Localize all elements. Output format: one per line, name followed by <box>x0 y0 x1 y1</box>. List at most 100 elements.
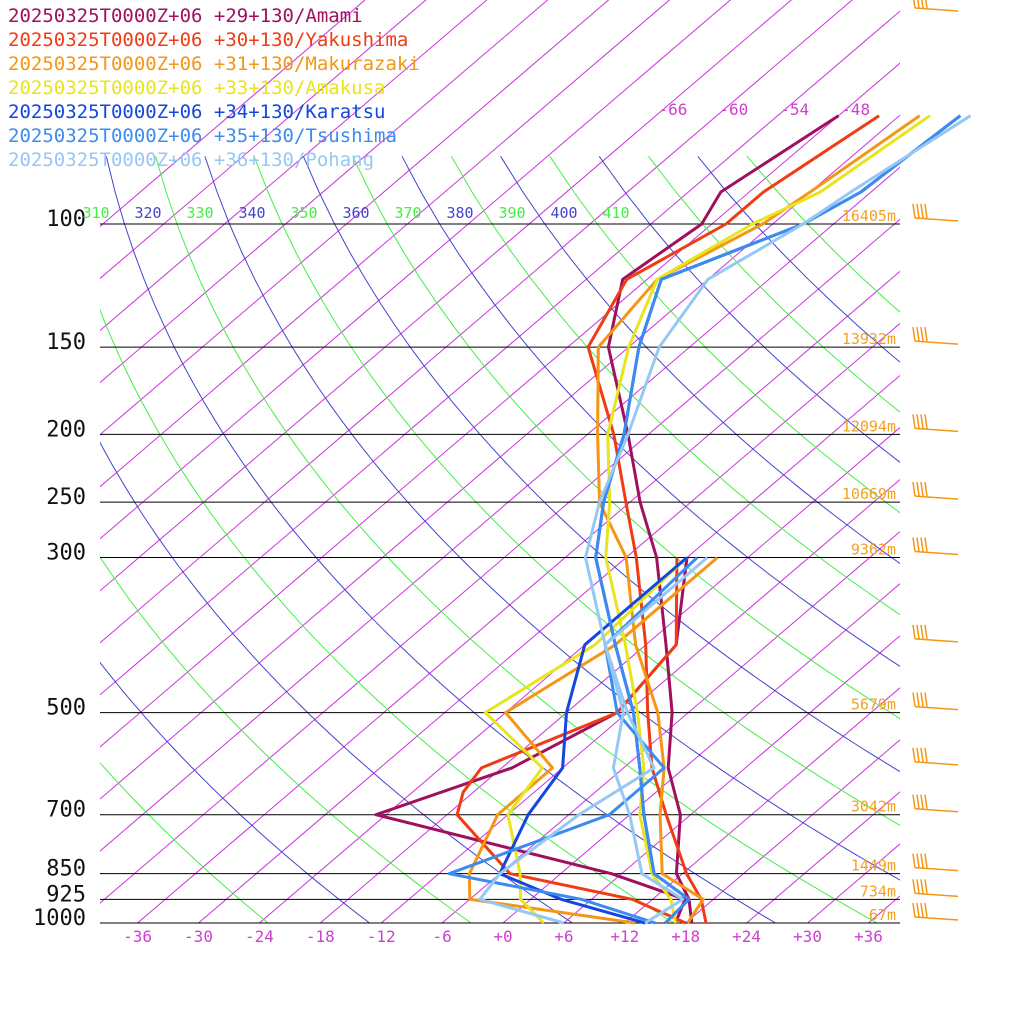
theta-label: 360 <box>342 204 369 222</box>
height-label: 12094m <box>842 417 896 435</box>
dry-adiabat-line <box>100 762 269 923</box>
legend-entry: 20250325T0000Z+06 +31+130/Makurazaki <box>8 53 420 75</box>
isotherm-line <box>100 0 610 436</box>
isotherm-line <box>502 583 900 923</box>
wind-barb <box>912 537 959 556</box>
wind-barb <box>912 624 959 643</box>
wind-barb <box>912 203 959 222</box>
isotherm-line <box>624 687 900 923</box>
temperature-trace <box>604 114 931 924</box>
legend-entry: 20250325T0000Z+06 +36+130/Pohang <box>8 149 375 171</box>
temperature-trace <box>584 114 972 925</box>
dry-adiabat-line <box>100 308 675 923</box>
wind-barb <box>912 794 959 813</box>
isotherm-top-label: -60 <box>719 100 748 119</box>
dry-adiabat-line <box>450 156 900 616</box>
dry-adiabat-line <box>155 156 878 923</box>
pressure-label: 850 <box>46 857 86 882</box>
wind-barb <box>913 0 959 12</box>
pressure-label: 500 <box>46 696 86 721</box>
dry-adiabat-line <box>352 156 900 720</box>
isotherm-line <box>100 0 427 280</box>
height-label: 10669m <box>842 485 896 503</box>
height-label: 3042m <box>851 798 896 816</box>
legend: 20250325T0000Z+06 +29+130/Amami 20250325… <box>8 4 420 172</box>
height-label: 16405m <box>842 207 896 225</box>
theta-label: 330 <box>186 204 213 222</box>
theta-label: 380 <box>446 204 473 222</box>
x-tick-label: +6 <box>554 927 573 946</box>
temperature-trace <box>594 114 962 925</box>
isotherm-line <box>100 114 900 800</box>
isotherm-line <box>137 270 900 923</box>
x-tick-label: +24 <box>732 927 761 946</box>
x-tick-label: -24 <box>245 927 274 946</box>
isotherm-line <box>100 218 900 904</box>
dry-adiabat-line <box>500 156 900 565</box>
wind-barb <box>912 853 959 872</box>
isotherm-line <box>685 739 900 923</box>
theta-label: 340 <box>238 204 265 222</box>
pressure-label: 100 <box>46 207 86 232</box>
isotherm-line <box>100 0 366 228</box>
x-tick-label: -6 <box>432 927 451 946</box>
pressure-label: 250 <box>46 485 86 510</box>
dry-adiabat-line <box>253 156 900 827</box>
isotherm-line <box>100 0 488 332</box>
pressure-label: 150 <box>46 330 86 355</box>
pressure-label: 700 <box>46 798 86 823</box>
isotherm-line <box>100 0 671 488</box>
x-tick-label: -12 <box>367 927 396 946</box>
theta-label: 320 <box>134 204 161 222</box>
dry-adiabat-line <box>549 156 900 514</box>
isotherm-top-label: -54 <box>780 100 809 119</box>
theta-label: 390 <box>498 204 525 222</box>
wind-barb <box>912 692 959 711</box>
dry-adiabat-line <box>401 156 900 667</box>
theta-label: 400 <box>550 204 577 222</box>
wind-barbs <box>912 0 959 921</box>
temperature-trace <box>606 114 840 924</box>
axis-labels: 100 16405m 150 13932m 200 12094m 250 10669m 300 9… <box>33 100 896 946</box>
sounding-traces <box>374 114 972 925</box>
isotherm-line <box>259 374 900 923</box>
height-label: 67m <box>869 906 896 924</box>
theta-label: 350 <box>290 204 317 222</box>
wind-barb <box>912 414 959 433</box>
isotherm-line <box>807 843 900 923</box>
wind-barb <box>912 747 959 766</box>
dry-adiabat-line <box>100 441 573 923</box>
dry-adiabat-line <box>302 156 900 773</box>
wind-barb <box>912 326 959 345</box>
isotherm-top-label: -66 <box>658 100 687 119</box>
isotherm-line <box>929 0 1024 923</box>
legend-entry: 20250325T0000Z+06 +29+130/Amami <box>8 5 363 27</box>
dry-adiabat-grid <box>100 155 900 923</box>
legend-entry: 20250325T0000Z+06 +33+130/Amakusa <box>8 77 386 99</box>
isotherm-line <box>100 0 792 592</box>
pressure-label: 1000 <box>33 906 86 931</box>
pressure-label: 200 <box>46 417 86 442</box>
temperature-trace <box>594 114 962 925</box>
isotherm-line <box>100 0 853 644</box>
dewpoint-trace <box>455 557 687 925</box>
dry-adiabat-line <box>100 661 370 923</box>
dry-adiabat-line <box>204 156 900 881</box>
isotherm-line <box>100 62 900 748</box>
x-tick-label: +18 <box>671 927 700 946</box>
theta-label: 370 <box>394 204 421 222</box>
height-label: 734m <box>860 882 896 900</box>
dry-adiabat-line <box>105 156 776 923</box>
dry-adiabat-line <box>100 556 472 923</box>
x-tick-label: +30 <box>793 927 822 946</box>
legend-entry: 20250325T0000Z+06 +34+130/Karatsu <box>8 101 386 123</box>
dewpoint-trace <box>478 556 709 925</box>
isotherm-line <box>100 0 549 384</box>
dewpoint-trace <box>498 556 688 925</box>
isotherm-line <box>100 166 900 852</box>
x-tick-label: +0 <box>493 927 512 946</box>
x-tick-label: -18 <box>306 927 335 946</box>
legend-entry: 20250325T0000Z+06 +35+130/Tsushima <box>8 125 397 147</box>
x-tick-label: -30 <box>184 927 213 946</box>
